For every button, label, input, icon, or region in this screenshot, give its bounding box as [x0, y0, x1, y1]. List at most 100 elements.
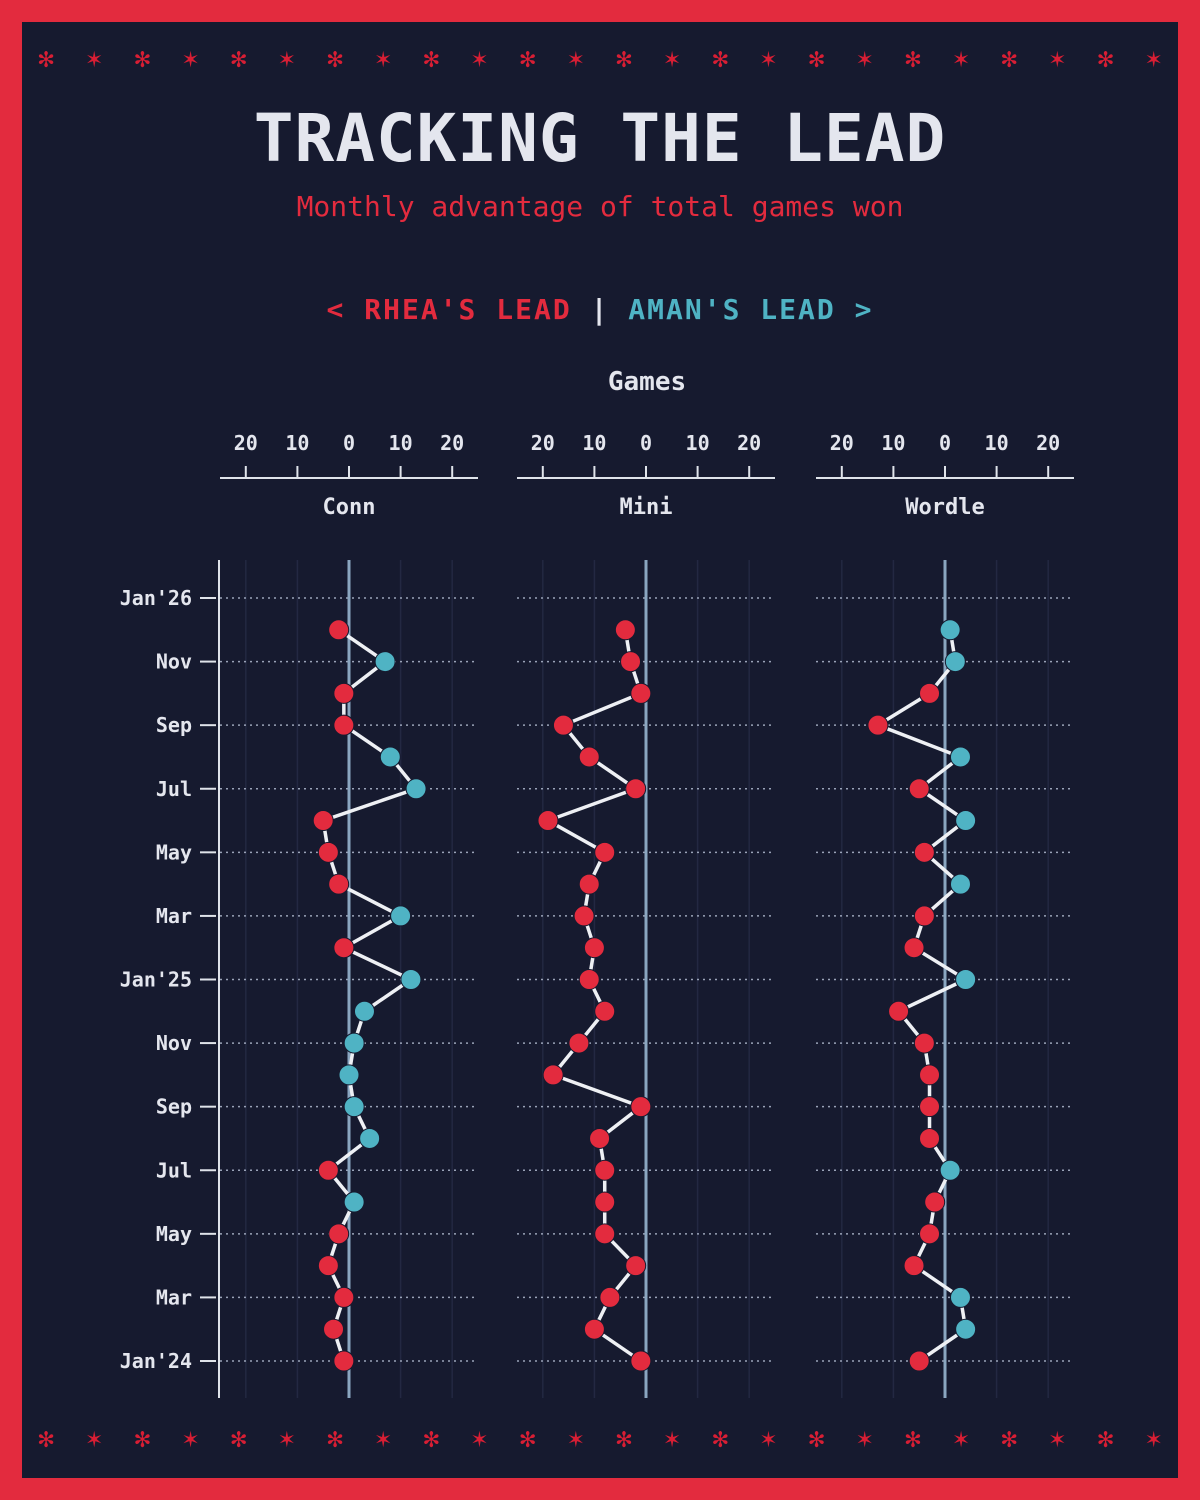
data-point-conn — [317, 1255, 339, 1277]
data-point-wordle — [913, 905, 935, 927]
x-tick-label: 20 — [1036, 431, 1060, 455]
data-point-wordle — [919, 1223, 941, 1245]
y-tick-label: Jan'25 — [120, 968, 192, 992]
star-icon: ✶ — [760, 44, 777, 74]
data-point-conn — [343, 1032, 365, 1054]
legend-aman: AMAN'S LEAD > — [628, 293, 874, 326]
chart-subtitle: Monthly advantage of total games won — [296, 190, 904, 223]
y-tick-label: May — [156, 840, 192, 864]
y-tick-label: Jul — [156, 777, 192, 801]
data-point-wordle — [955, 810, 977, 832]
star-icon: ✻ — [1001, 44, 1018, 74]
star-icon: ✻ — [616, 1424, 632, 1454]
x-tick-label: 20 — [531, 431, 555, 455]
data-point-conn — [374, 651, 396, 673]
star-icon: ✻ — [808, 44, 825, 74]
star-icon: ✻ — [134, 1424, 151, 1454]
data-point-conn — [359, 1127, 381, 1149]
data-point-mini — [625, 778, 647, 800]
data-point-conn — [328, 619, 350, 641]
data-point-mini — [594, 1000, 616, 1022]
star-icon: ✶ — [567, 1424, 584, 1454]
data-point-mini — [573, 905, 595, 927]
data-point-wordle — [955, 1318, 977, 1340]
data-point-conn — [405, 778, 427, 800]
x-tick-label: 10 — [985, 431, 1009, 455]
data-point-wordle — [919, 682, 941, 704]
data-point-wordle — [939, 619, 961, 641]
star-icon: ✶ — [1049, 44, 1066, 74]
star-icon: ✶ — [182, 1424, 199, 1454]
data-point-wordle — [919, 1127, 941, 1149]
x-tick-label: 10 — [686, 431, 710, 455]
data-point-mini — [578, 746, 600, 768]
y-tick-label: Nov — [156, 650, 192, 674]
series-line-conn — [321, 628, 420, 1362]
x-tick-label: 0 — [343, 431, 355, 455]
star-icon: ✻ — [38, 1424, 54, 1454]
decorative-stars-bottom: ✻ ✶ ✻ ✶ ✻ ✶ ✻ ✶ ✻ ✶ ✻ ✶ ✻ ✶ ✻ ✶ ✻ ✶ ✻ ✶ ✻ ✶ ✻ ✶ — [22, 1424, 1178, 1454]
data-point-mini — [537, 810, 559, 832]
star-icon: ✻ — [423, 44, 440, 74]
data-point-conn — [328, 1223, 350, 1245]
data-point-mini — [625, 1255, 647, 1277]
y-tick-label: Jul — [156, 1158, 192, 1182]
star-icon: ✶ — [1145, 1424, 1162, 1454]
y-tick-label: Jan'24 — [120, 1349, 192, 1373]
data-point-mini — [630, 682, 652, 704]
y-tick-label: Mar — [156, 1285, 192, 1309]
x-tick-label: 20 — [440, 431, 464, 455]
x-tick-label: 10 — [881, 431, 905, 455]
star-icon: ✶ — [375, 1424, 391, 1454]
data-point-wordle — [949, 873, 971, 895]
star-icon: ✻ — [1001, 1424, 1018, 1454]
x-tick-label: 20 — [830, 431, 854, 455]
data-point-conn — [333, 937, 355, 959]
y-tick-label: Jan'26 — [120, 586, 192, 610]
star-icon: ✶ — [86, 44, 103, 74]
star-icon: ✻ — [808, 1424, 825, 1454]
star-icon: ✻ — [134, 44, 151, 74]
star-icon: ✻ — [1097, 44, 1114, 74]
star-icon: ✻ — [905, 1424, 921, 1454]
star-icon: ✻ — [519, 1424, 536, 1454]
data-point-wordle — [924, 1191, 946, 1213]
data-point-mini — [594, 1159, 616, 1181]
star-icon: ✻ — [905, 44, 921, 74]
x-tick-label: 20 — [234, 431, 258, 455]
star-icon: ✻ — [519, 44, 536, 74]
y-tick-label: Nov — [156, 1031, 192, 1055]
star-icon: ✻ — [327, 1424, 343, 1454]
data-point-wordle — [949, 746, 971, 768]
data-point-wordle — [955, 969, 977, 990]
data-point-mini — [620, 651, 642, 673]
data-point-mini — [583, 937, 605, 959]
series-line-wordle — [873, 629, 970, 1363]
data-point-wordle — [919, 1064, 941, 1086]
data-point-mini — [630, 1350, 652, 1372]
star-icon: ✶ — [567, 44, 584, 74]
data-point-conn — [328, 873, 350, 895]
data-point-conn — [343, 1191, 365, 1213]
data-point-wordle — [903, 937, 925, 959]
data-point-mini — [614, 619, 636, 641]
x-tick-label: 0 — [939, 431, 951, 455]
data-point-mini — [589, 1127, 611, 1149]
x-tick-label: 10 — [582, 431, 606, 455]
star-icon: ✶ — [86, 1424, 103, 1454]
y-tick-label: May — [156, 1222, 192, 1246]
data-point-conn — [390, 905, 412, 927]
decorative-stars-top: ✻ ✶ ✻ ✶ ✻ ✶ ✻ ✶ ✻ ✶ ✻ ✶ ✻ ✶ ✻ ✶ ✻ ✶ ✻ ✶ ✻ ✶ ✻ ✶ — [22, 44, 1178, 74]
star-icon: ✻ — [616, 44, 632, 74]
data-point-mini — [568, 1032, 590, 1054]
panel-title-wordle: Wordle — [905, 495, 984, 520]
data-point-mini — [583, 1318, 605, 1340]
chart-title: TRACKING THE LEAD — [253, 100, 947, 177]
star-icon: ✶ — [182, 44, 199, 74]
data-point-mini — [552, 714, 574, 736]
x-axis-title: Games — [608, 367, 686, 397]
data-point-conn — [400, 969, 422, 990]
star-icon: ✻ — [423, 1424, 440, 1454]
y-tick-label: Sep — [156, 1095, 192, 1119]
y-tick-label: Sep — [156, 713, 192, 737]
